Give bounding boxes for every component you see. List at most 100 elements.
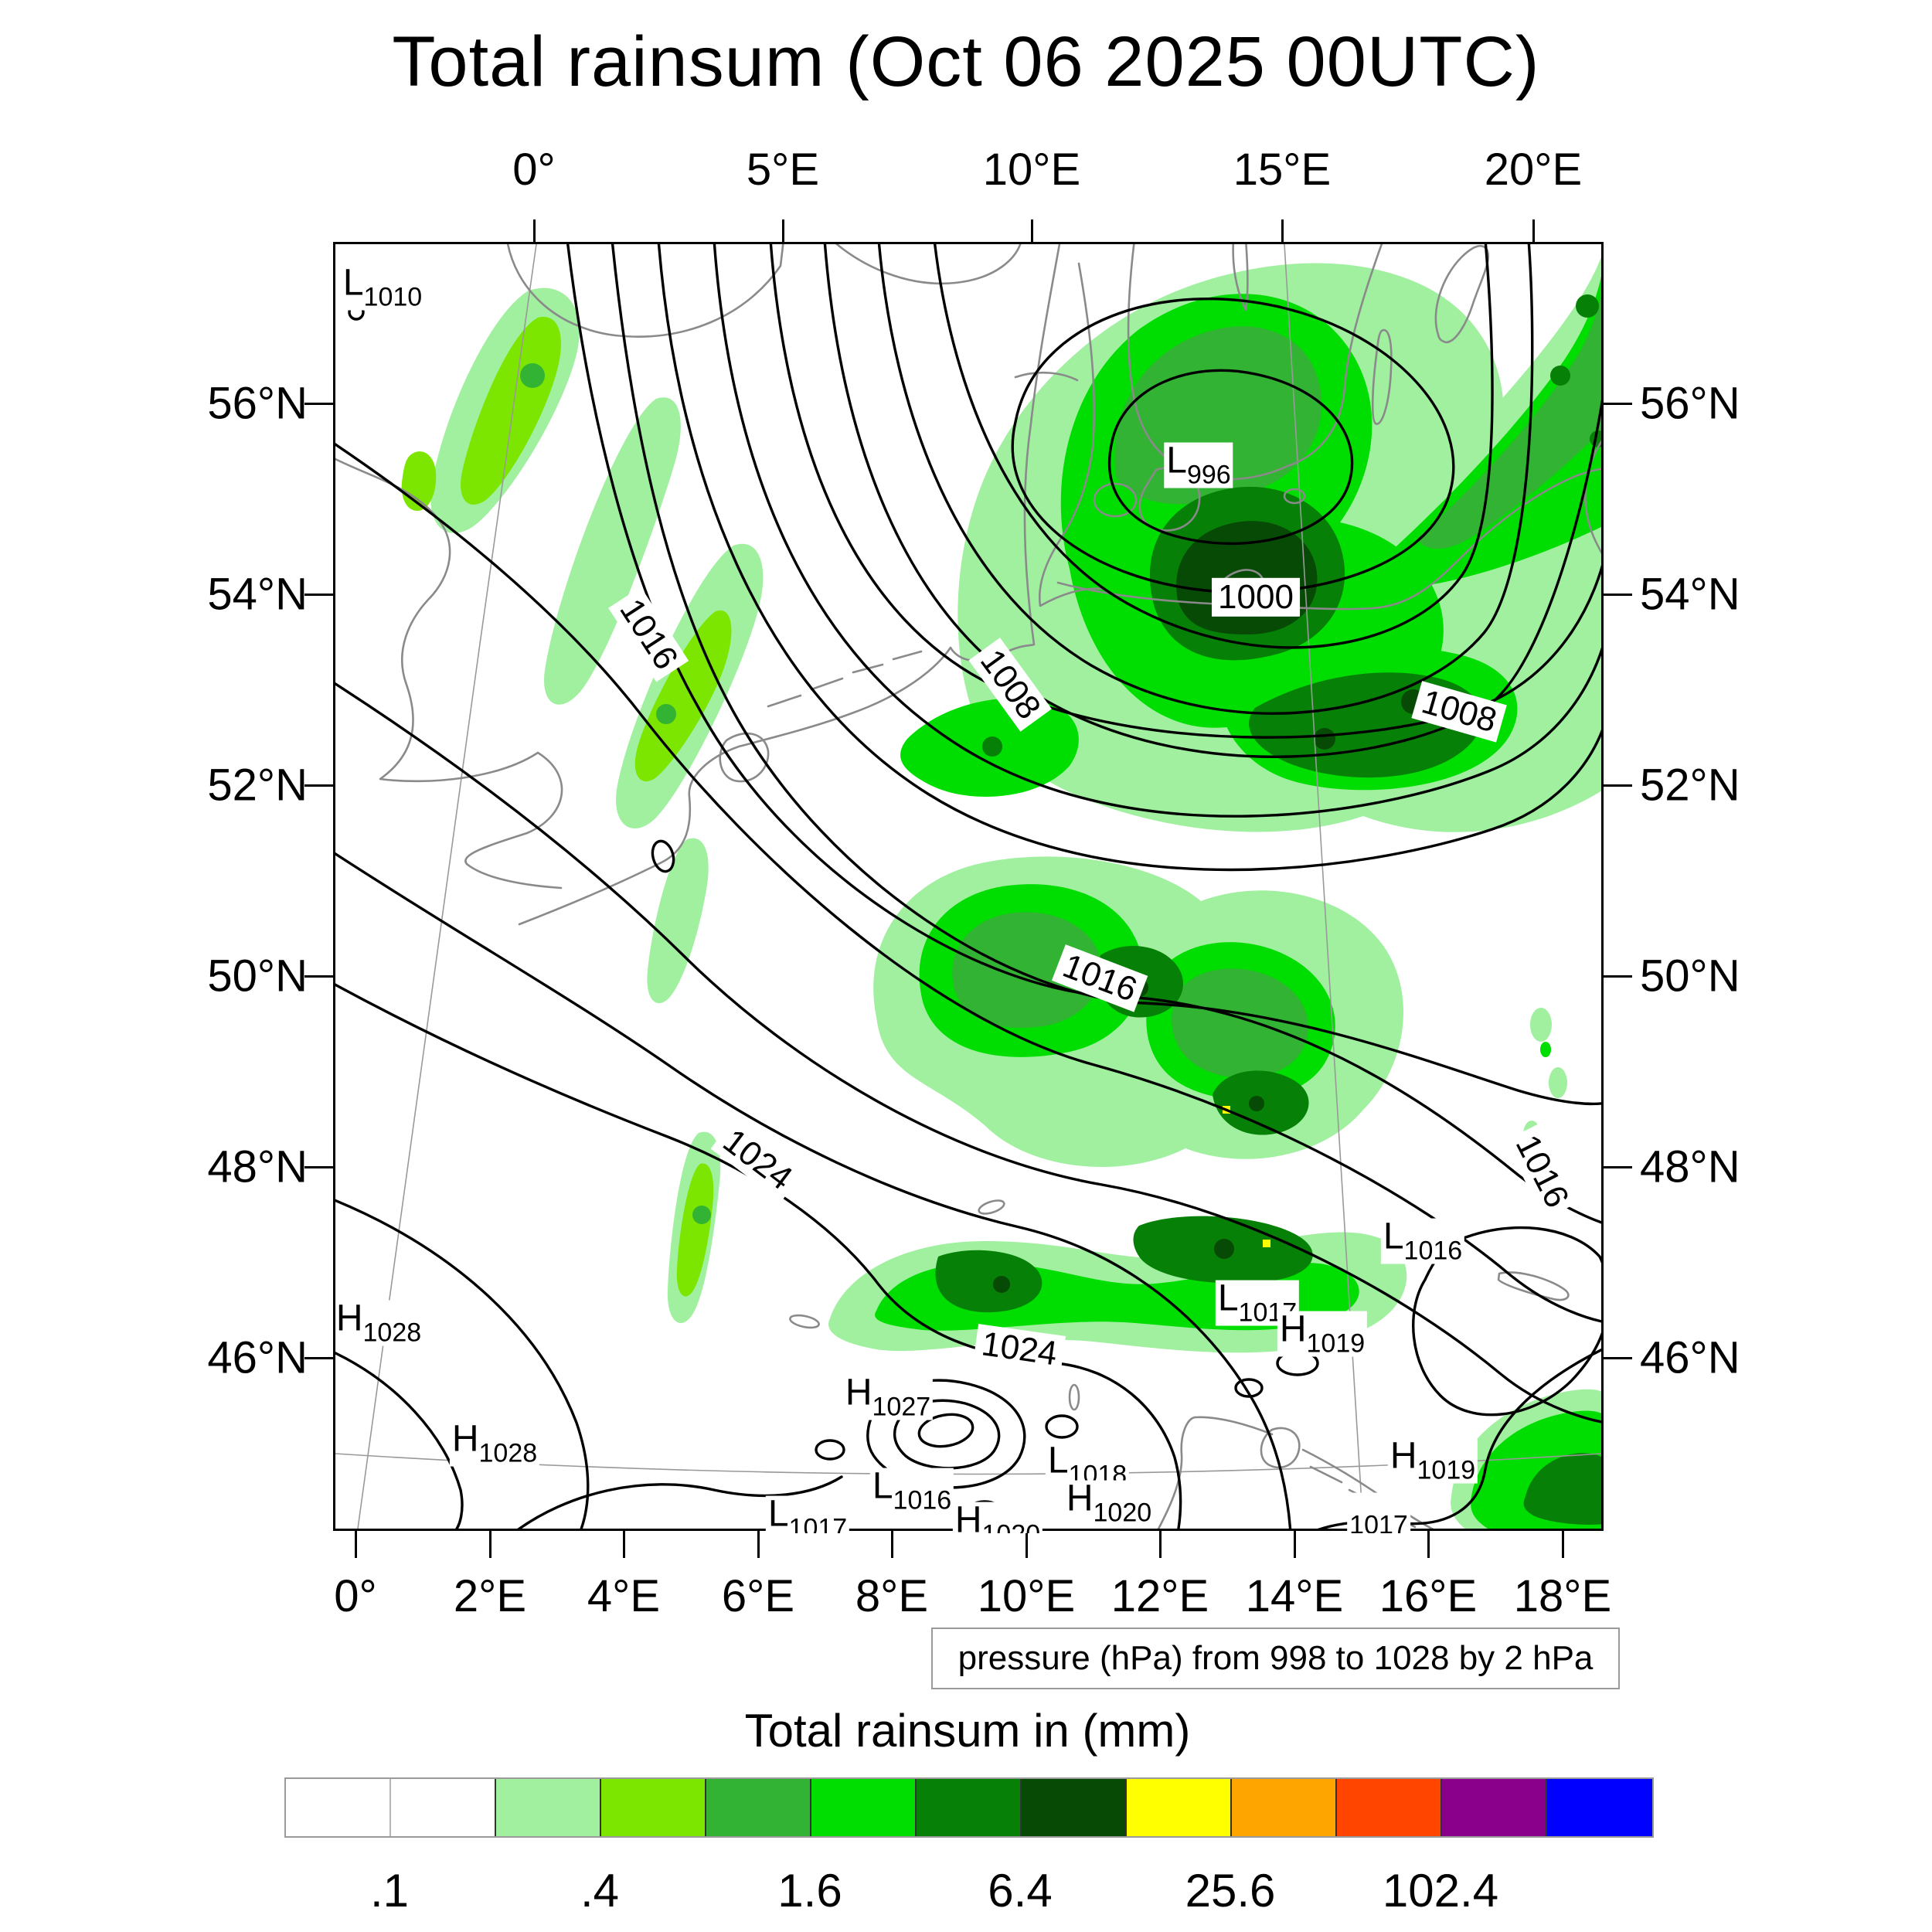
pressure-center-letter: L	[342, 262, 364, 304]
pressure-center-L1010: L1010	[340, 262, 425, 312]
pressure-center-H1028: H1028	[449, 1418, 540, 1468]
tick-right-46°N	[1604, 1357, 1632, 1359]
axis-label-bottom-8°E: 8°E	[855, 1571, 929, 1621]
pressure-center-L1016: L1016	[869, 1465, 954, 1515]
axis-label-left-56°N: 56°N	[207, 378, 308, 429]
tick-left-46°N	[304, 1357, 333, 1359]
map-canvas	[335, 244, 1601, 1529]
colorbar-cell-7	[1022, 1779, 1127, 1836]
pressure-center-L996: L996	[1164, 442, 1233, 488]
contour-label-1016-0: 1016	[607, 587, 689, 682]
tick-top-10°E	[1031, 219, 1033, 242]
contour-label-1024-5: 1024	[710, 1117, 804, 1202]
axis-label-top-0°: 0°	[512, 145, 556, 195]
contour-label-1016-4: 1016	[1051, 944, 1148, 1012]
tick-bottom-0°	[355, 1531, 357, 1558]
colorbar-cell-10	[1337, 1779, 1442, 1836]
pressure-center-letter: L	[1383, 1216, 1404, 1257]
axis-label-right-54°N: 54°N	[1640, 569, 1740, 620]
page-title: Total rainsum (Oct 06 2025 00UTC)	[392, 22, 1540, 101]
tick-right-48°N	[1604, 1166, 1632, 1168]
pressure-center-value: 1016	[893, 1485, 952, 1515]
tick-right-52°N	[1604, 784, 1632, 787]
pressure-center-letter: H	[1389, 1435, 1417, 1477]
contour-label-1008-1: 1008	[968, 638, 1052, 732]
pressure-center-value: 1017	[1349, 1510, 1408, 1533]
axis-label-top-20°E: 20°E	[1484, 145, 1583, 195]
pressure-center-value: 1028	[478, 1438, 538, 1468]
pressure-center-H1028: H1028	[335, 1300, 424, 1348]
pressure-center-letter: L	[1047, 1440, 1069, 1481]
colorbar-tick-6.4: 6.4	[988, 1865, 1053, 1917]
tick-left-54°N	[304, 594, 333, 596]
axis-label-bottom-4°E: 4°E	[587, 1571, 661, 1621]
pressure-center-value: 1028	[362, 1318, 422, 1348]
tick-right-54°N	[1604, 594, 1632, 596]
tick-bottom-6°E	[757, 1531, 760, 1558]
tick-bottom-12°E	[1159, 1531, 1162, 1558]
tick-top-20°E	[1532, 219, 1535, 242]
pressure-center-letter: L	[1217, 1277, 1239, 1319]
tick-bottom-16°E	[1427, 1531, 1430, 1558]
pressure-legend-text: pressure (hPa) from 998 to 1028 by 2 hPa	[957, 1639, 1594, 1677]
colorbar-title: Total rainsum in (mm)	[744, 1705, 1191, 1757]
tick-right-50°N	[1604, 975, 1632, 978]
axis-label-bottom-12°E: 12°E	[1111, 1571, 1209, 1621]
tick-bottom-4°E	[623, 1531, 625, 1558]
pressure-center-H1020: H1020	[952, 1499, 1043, 1533]
pressure-center-letter: L	[872, 1465, 893, 1507]
pressure-center-value: 1017	[788, 1513, 848, 1533]
pressure-center-L1016: L1016	[1380, 1216, 1465, 1264]
contour-label-1008-3: 1008	[1411, 681, 1507, 743]
axis-label-right-56°N: 56°N	[1640, 378, 1740, 429]
meridian-0E	[357, 244, 537, 1529]
axis-label-right-46°N: 46°N	[1640, 1332, 1740, 1383]
axis-label-bottom-2°E: 2°E	[453, 1571, 527, 1621]
pressure-center-H1027: H1027	[842, 1372, 934, 1420]
tick-left-56°N	[304, 403, 333, 405]
pressure-center-letter: L	[767, 1493, 789, 1533]
pressure-center-value: 1020	[1093, 1498, 1152, 1528]
axis-label-top-15°E: 15°E	[1233, 145, 1332, 195]
pressure-center-letter: H	[954, 1499, 982, 1533]
tick-top-5°E	[782, 219, 784, 242]
axis-label-bottom-14°E: 14°E	[1245, 1571, 1344, 1621]
colorbar-cell-8	[1127, 1779, 1232, 1836]
axis-label-right-52°N: 52°N	[1640, 760, 1740, 811]
map-frame: L1010 L996 H1028 H1028 H1027 L1016 L1018 L1017 H…	[333, 242, 1606, 1533]
tick-left-48°N	[304, 1166, 333, 1168]
axis-label-right-48°N: 48°N	[1640, 1141, 1740, 1192]
tick-left-52°N	[304, 784, 333, 787]
axis-label-left-54°N: 54°N	[207, 569, 308, 620]
contour-label-1000-2: 1000	[1212, 577, 1300, 617]
pressure-center-value: 1019	[1417, 1455, 1476, 1485]
axis-label-left-48°N: 48°N	[207, 1141, 308, 1192]
colorbar-cell-0	[286, 1779, 391, 1836]
colorbar-tick-.1: .1	[369, 1865, 410, 1917]
colorbar-tick-102.4: 102.4	[1382, 1865, 1499, 1917]
tick-bottom-18°E	[1562, 1531, 1564, 1558]
colorbar-tick-1.6: 1.6	[777, 1865, 842, 1917]
tick-right-56°N	[1604, 403, 1632, 405]
map-overlays: L1010 L996 H1028 H1028 H1027 L1016 L1018 L1017 H…	[335, 244, 1606, 1533]
pressure-center-L1017: L1017	[765, 1493, 850, 1533]
colorbar-tick-25.6: 25.6	[1185, 1865, 1276, 1917]
contour-label-1016-7: 1016	[1504, 1123, 1580, 1220]
pressure-center-letter: H	[451, 1418, 479, 1460]
pressure-center-H1020: H1020	[1063, 1480, 1155, 1528]
colorbar-cell-3	[601, 1779, 706, 1836]
tick-left-50°N	[304, 975, 333, 978]
tick-top-15°E	[1281, 219, 1284, 242]
pressure-center-value: 1010	[363, 282, 423, 312]
colorbar-cell-9	[1232, 1779, 1337, 1836]
colorbar-cell-5	[811, 1779, 917, 1836]
axis-label-bottom-10°E: 10°E	[977, 1571, 1076, 1621]
pressure-center-n1017: 1017	[1347, 1492, 1410, 1533]
tick-bottom-10°E	[1026, 1531, 1028, 1558]
pressure-center-letter: H	[845, 1372, 872, 1413]
colorbar-cell-6	[917, 1779, 1022, 1836]
pressure-center-value: 1019	[1306, 1328, 1366, 1359]
axis-label-bottom-6°E: 6°E	[721, 1571, 795, 1621]
axis-label-top-10°E: 10°E	[982, 145, 1081, 195]
